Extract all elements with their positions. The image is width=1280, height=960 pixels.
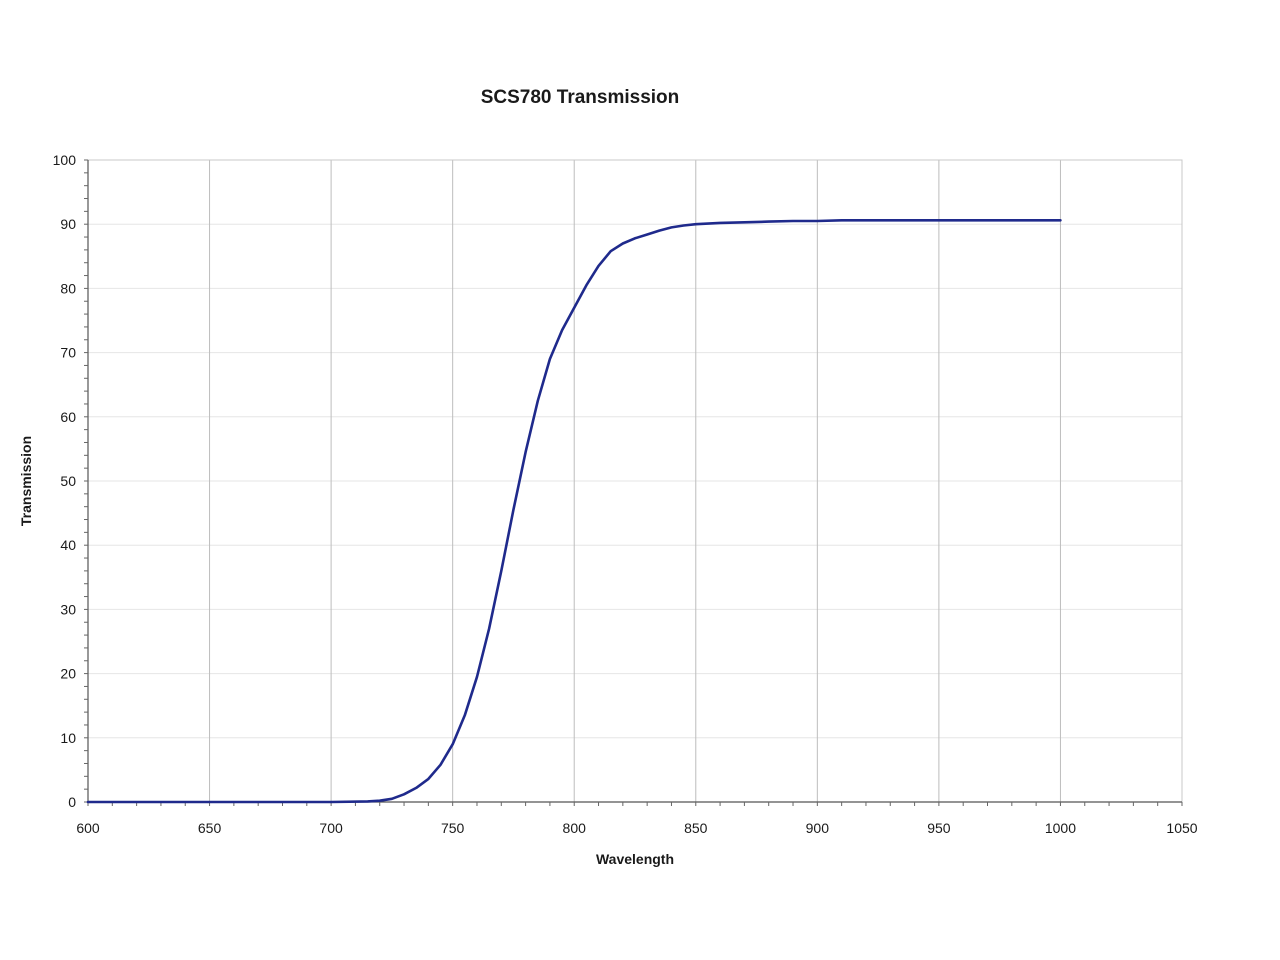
y-tick-label: 80 bbox=[60, 280, 76, 296]
series-group bbox=[86, 219, 1062, 804]
x-tick-label: 1000 bbox=[1045, 820, 1076, 836]
y-tick-label: 70 bbox=[60, 345, 76, 361]
y-tick-label: 30 bbox=[60, 601, 76, 617]
x-tick-label: 750 bbox=[441, 820, 465, 836]
x-tick-label: 1050 bbox=[1166, 820, 1197, 836]
x-axis-label: Wavelength bbox=[596, 851, 674, 867]
x-tick-label: 800 bbox=[563, 820, 587, 836]
y-tick-label: 20 bbox=[60, 666, 76, 682]
minor-ticks bbox=[84, 159, 1183, 806]
y-tick-label: 60 bbox=[60, 409, 76, 425]
y-tick-label: 100 bbox=[53, 152, 77, 168]
y-axis-label: Transmission bbox=[18, 436, 34, 526]
y-tick-label: 0 bbox=[68, 794, 76, 810]
series-line bbox=[86, 219, 1062, 804]
x-tick-label: 650 bbox=[198, 820, 222, 836]
chart-title: SCS780 Transmission bbox=[481, 87, 680, 108]
y-tick-label: 10 bbox=[60, 730, 76, 746]
y-tick-label: 90 bbox=[60, 216, 76, 232]
x-tick-label: 700 bbox=[319, 820, 343, 836]
x-tick-label: 850 bbox=[684, 820, 708, 836]
y-tick-label: 40 bbox=[60, 537, 76, 553]
x-tick-label: 950 bbox=[927, 820, 951, 836]
x-tick-label: 900 bbox=[806, 820, 830, 836]
grid bbox=[88, 160, 1182, 802]
y-tick-labels: 0 10 20 30 40 50 60 70 80 90 100 bbox=[53, 152, 77, 810]
y-tick-label: 50 bbox=[60, 473, 76, 489]
x-tick-label: 600 bbox=[76, 820, 100, 836]
x-tick-labels: 600 650 700 750 800 850 900 950 1000 1050 bbox=[76, 820, 1197, 836]
